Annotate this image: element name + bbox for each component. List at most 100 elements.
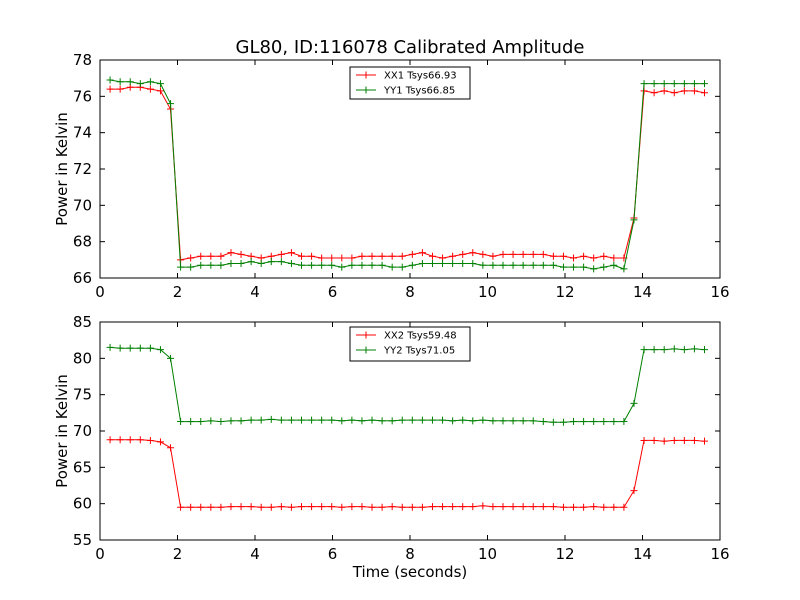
series-markers-1 — [106, 436, 708, 511]
data-point — [499, 250, 507, 258]
data-point — [529, 503, 537, 511]
data-point — [670, 345, 678, 353]
data-point — [348, 416, 356, 424]
data-point — [519, 417, 527, 425]
data-point — [358, 417, 366, 425]
data-point — [680, 436, 688, 444]
data-point — [187, 418, 195, 426]
data-point — [559, 503, 567, 511]
data-point — [701, 89, 708, 97]
data-point — [217, 418, 225, 426]
data-point — [650, 89, 658, 97]
x-tick-label: 0 — [95, 545, 105, 563]
data-point — [660, 80, 668, 88]
data-point — [308, 416, 316, 424]
data-point — [378, 252, 386, 260]
legend: XX1 Tsys66.93 YY1 Tsys66.85 — [349, 66, 471, 100]
data-point — [650, 346, 658, 354]
x-tick-label: 10 — [478, 545, 497, 563]
data-point — [660, 87, 668, 95]
data-point — [529, 417, 537, 425]
data-point — [308, 261, 316, 269]
data-point — [479, 250, 487, 258]
data-point — [318, 503, 326, 511]
data-point — [116, 436, 124, 444]
x-axis-label: Time (seconds) — [352, 563, 468, 581]
x-tick-label: 0 — [95, 283, 105, 301]
x-tick-label: 2 — [173, 283, 183, 301]
data-point — [156, 346, 164, 354]
data-point — [227, 417, 235, 425]
x-tick-label: 16 — [710, 283, 729, 301]
x-tick-label: 12 — [555, 545, 574, 563]
data-point — [570, 418, 578, 426]
data-point — [489, 417, 497, 425]
data-point — [539, 261, 547, 269]
data-point — [418, 249, 426, 257]
x-tick-label: 10 — [478, 283, 497, 301]
x-tick-label: 16 — [710, 545, 729, 563]
data-point — [197, 503, 205, 511]
data-point — [469, 417, 477, 425]
y-tick-label: 70 — [73, 196, 92, 214]
legend: XX2 Tsys59.48 YY2 Tsys71.05 — [349, 326, 471, 362]
data-point — [509, 250, 517, 258]
data-point — [459, 416, 467, 424]
data-point — [590, 503, 598, 511]
data-point — [489, 261, 497, 269]
data-point — [660, 346, 668, 354]
data-point — [167, 444, 175, 452]
data-point — [287, 249, 295, 257]
data-point — [287, 259, 295, 267]
data-point — [116, 344, 124, 352]
data-point — [368, 252, 376, 260]
data-point — [368, 416, 376, 424]
data-point — [408, 261, 416, 269]
data-point — [378, 503, 386, 511]
data-point — [489, 252, 497, 260]
data-point — [267, 503, 275, 511]
data-point — [428, 503, 436, 511]
legend-box — [349, 66, 471, 100]
data-point — [610, 261, 618, 269]
x-tick-label: 14 — [633, 545, 652, 563]
legend-marker-1 — [362, 71, 370, 79]
data-point — [217, 261, 225, 269]
data-point — [287, 416, 295, 424]
data-point — [620, 418, 628, 426]
legend-label-1: XX2 Tsys59.48 — [384, 331, 457, 342]
data-point — [580, 252, 588, 260]
data-point — [499, 503, 507, 511]
data-point — [398, 252, 406, 260]
data-point — [197, 252, 205, 260]
data-point — [600, 263, 608, 271]
data-point — [640, 346, 648, 354]
data-point — [388, 503, 396, 511]
data-point — [630, 216, 638, 224]
series-markers-2 — [106, 343, 708, 426]
legend-label-2: YY2 Tsys71.05 — [383, 346, 455, 357]
data-point — [277, 250, 285, 258]
data-point — [156, 80, 164, 88]
data-point — [449, 259, 457, 267]
data-point — [237, 417, 245, 425]
data-point — [398, 416, 406, 424]
data-point — [630, 399, 638, 407]
data-point — [630, 487, 638, 495]
data-point — [177, 503, 185, 511]
data-point — [519, 261, 527, 269]
data-point — [610, 254, 618, 262]
data-point — [459, 259, 467, 267]
y-axis-label: Power in Kelvin — [53, 374, 71, 488]
data-point — [600, 503, 608, 511]
data-point — [469, 259, 477, 267]
data-point — [207, 503, 215, 511]
data-point — [207, 417, 215, 425]
data-point — [449, 417, 457, 425]
data-point — [358, 503, 366, 511]
data-point — [559, 252, 567, 260]
data-point — [277, 258, 285, 266]
data-point — [358, 252, 366, 260]
y-tick-label: 76 — [73, 87, 92, 105]
